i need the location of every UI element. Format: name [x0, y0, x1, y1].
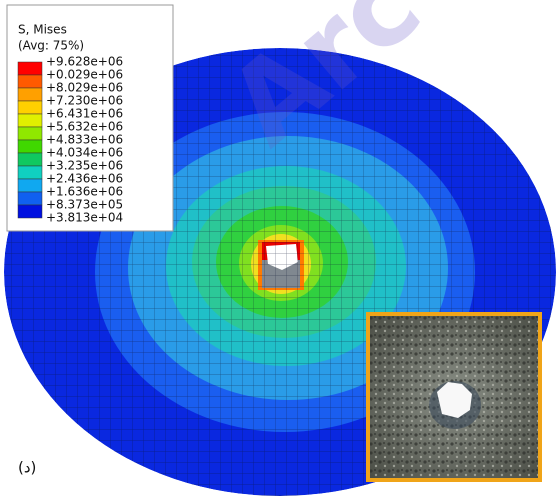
legend-label: +4.034e+06: [46, 146, 123, 160]
legend-label: +6.431e+06: [46, 107, 123, 121]
legend-label: +9.628e+06: [46, 55, 123, 69]
legend-label: +4.833e+06: [46, 133, 123, 147]
photo-inset: [366, 312, 542, 482]
legend-label: +2.436e+06: [46, 172, 123, 186]
legend-label: +3.235e+06: [46, 159, 123, 173]
panel-label: (د): [18, 459, 36, 477]
legend-subtitle: (Avg: 75%): [18, 39, 84, 53]
legend-label: +8.373e+05: [46, 198, 123, 212]
legend-label: +8.029e+06: [46, 81, 123, 95]
model: [4, 48, 556, 496]
legend-label: +3.813e+04: [46, 211, 123, 225]
color-bar: [17, 61, 43, 219]
legend-title: S, Mises: [18, 23, 67, 37]
legend-label: +5.632e+06: [46, 120, 123, 134]
legend-label: +1.636e+06: [46, 185, 123, 199]
legend-label: +7.230e+06: [46, 94, 123, 108]
legend-label: +0.029e+06: [46, 68, 123, 82]
